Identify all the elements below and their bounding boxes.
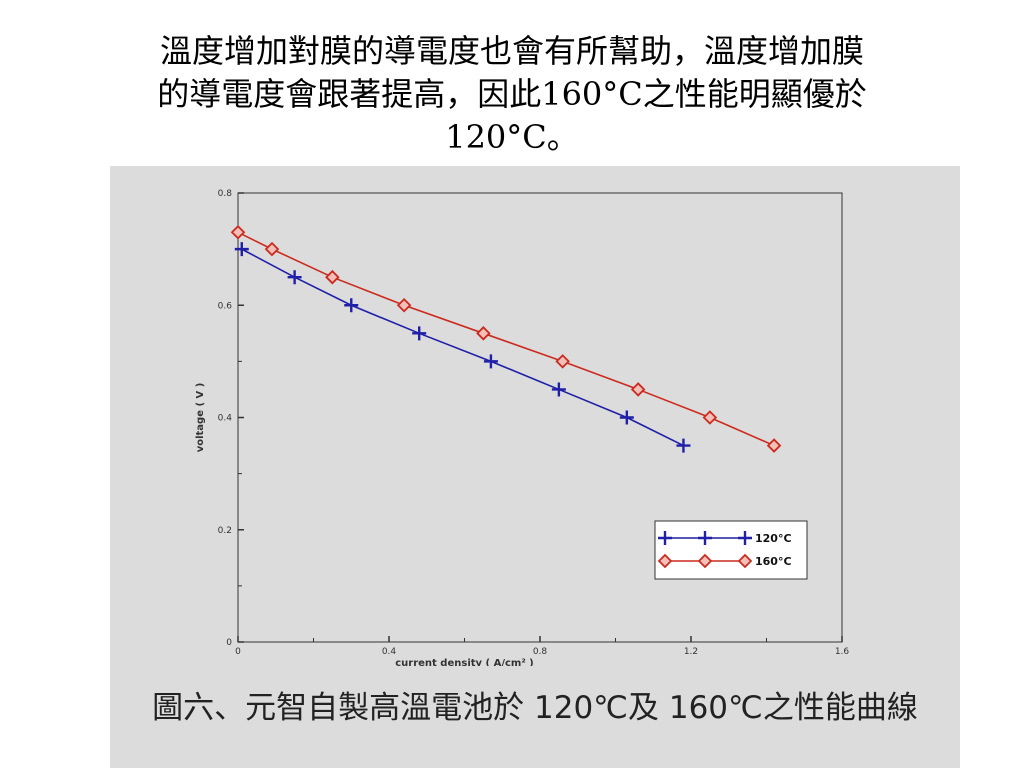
legend-label-160c: 160°C [755, 555, 792, 568]
x-tick-label: 0.8 [533, 647, 548, 657]
legend-marker-120c [738, 531, 752, 545]
data-point-160c [555, 354, 570, 369]
x-tick-label: 1.2 [684, 647, 698, 657]
y-tick-label: 0.4 [218, 414, 233, 424]
heading-line-2: 的導電度會跟著提高，因此160°C之性能明顯優於 [157, 75, 867, 114]
data-point-120c [676, 438, 691, 453]
legend-marker-160c [737, 553, 753, 569]
heading-line-3: 120°C。 [445, 118, 579, 157]
legend-marker-160c [657, 553, 673, 569]
data-point-120c [483, 354, 498, 369]
data-point-160c [702, 410, 718, 425]
data-point-160c [766, 438, 782, 453]
y-tick-label: 0.6 [218, 301, 233, 311]
data-point-120c [412, 326, 427, 341]
data-point-160c [476, 326, 491, 341]
data-point-160c [630, 382, 646, 397]
heading-line-1: 溫度增加對膜的導電度也會有所幫助，溫度增加膜 [159, 32, 864, 70]
series-line-120c [241, 248, 684, 447]
figure-panel: 0 0.4 0.8 1.2 1.6 0 0.2 0.4 0.6 0.8 current densit… [110, 166, 960, 768]
slide-heading: 溫度增加對膜的導電度也會有所幫助，溫度增加膜 的導電度會跟著提高，因此160°C… [40, 30, 984, 160]
data-point-120c [344, 298, 359, 313]
y-tick-label: 0.2 [218, 526, 232, 536]
y-tick-label: 0 [226, 638, 232, 648]
data-point-160c [325, 269, 340, 285]
x-axis-label: current density ( A/cm² ) [395, 658, 534, 666]
figure-caption: 圖六、元智自製高溫電池於 120℃及 160℃之性能曲線 [152, 690, 918, 726]
y-tick-label: 0.8 [218, 189, 233, 199]
data-point-120c [234, 242, 249, 257]
x-tick-label: 1.6 [835, 647, 850, 657]
legend-marker-120c [658, 531, 672, 545]
x-tick-label: 0.4 [382, 647, 397, 657]
legend-marker-120c [698, 531, 712, 545]
data-point-120c [551, 382, 566, 397]
series-line-160c [237, 231, 775, 447]
data-point-160c [230, 225, 246, 240]
data-point-160c [396, 297, 412, 313]
data-point-160c [264, 241, 280, 257]
data-point-120c [619, 410, 634, 425]
x-tick-label: 0 [235, 647, 241, 657]
legend-box [654, 520, 808, 580]
y-axis-label: voltage ( V ) [195, 383, 206, 453]
data-point-120c [287, 270, 302, 285]
legend-marker-160c [697, 553, 713, 569]
legend-label-120c: 120°C [755, 532, 792, 545]
